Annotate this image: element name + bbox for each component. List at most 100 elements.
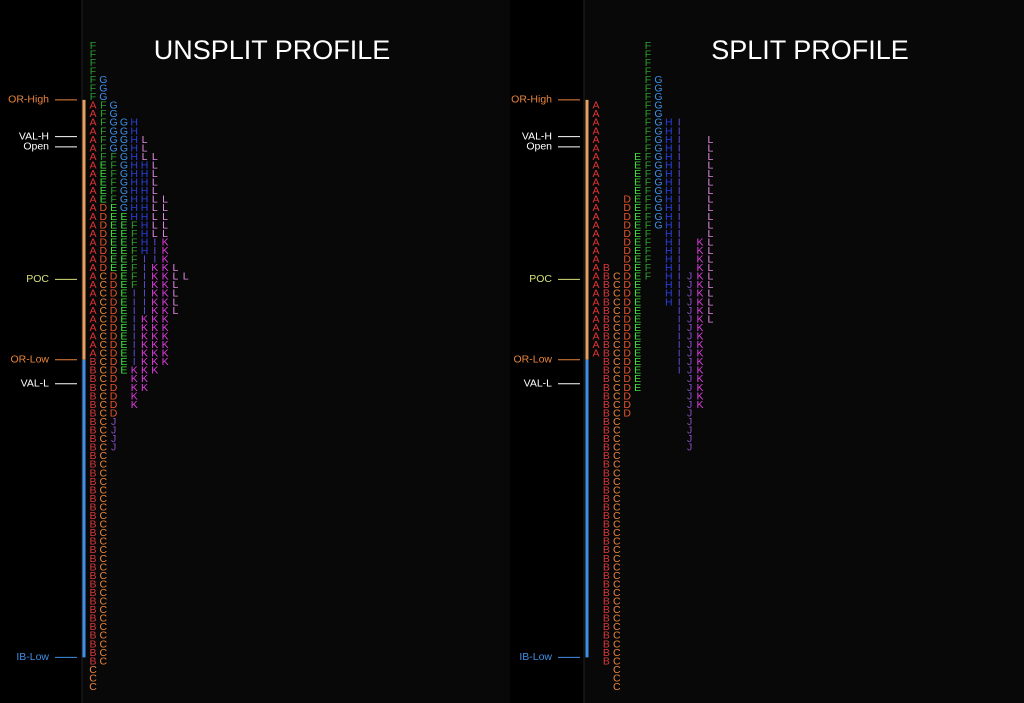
tpo-letter: F [645,117,651,129]
tpo-letter: I [143,279,146,291]
tpo-letter: I [678,245,681,257]
tpo-letter: I [678,185,681,197]
tpo-letter: A [89,177,96,189]
tpo-letter: A [592,151,599,163]
tpo-letter: E [120,219,127,231]
tpo-letter: C [100,655,108,667]
tpo-letter: B [603,476,610,488]
tpo-letter: J [111,425,116,437]
tpo-letter: K [131,399,138,411]
tpo-letter: H [665,245,673,257]
tpo-letter: E [634,322,641,334]
tpo-letter: L [183,271,189,283]
tpo-letter: B [89,519,96,531]
tpo-letter: A [592,313,599,325]
tpo-letter: D [623,330,631,342]
tpo-letter: K [151,322,158,334]
tpo-letter: E [634,245,641,257]
tpo-letter: C [613,672,621,684]
tpo-letter: D [623,194,631,206]
tpo-letter: C [89,664,97,676]
tpo-letter: I [143,296,146,308]
tpo-letter: H [141,219,149,231]
tpo-letter: A [89,211,96,223]
tpo-letter: A [592,185,599,197]
tpo-letter: K [131,382,138,394]
tpo-letter: D [110,407,118,419]
tpo-letter: C [613,621,621,633]
tpo-letter: I [133,288,136,300]
tpo-letter: I [678,348,681,360]
tpo-letter: L [162,228,168,240]
tpo-letter: B [89,373,96,385]
tpo-letter: K [141,348,148,360]
tpo-letter: H [130,117,138,129]
tpo-letter: F [645,194,651,206]
tpo-letter: C [613,681,621,693]
tpo-letter: D [623,279,631,291]
tpo-letter: F [131,254,137,266]
tpo-letter: I [678,219,681,231]
tpo-letter: C [613,382,621,394]
tpo-letter: A [592,245,599,257]
tpo-letter: F [645,48,651,60]
tpo-letter: C [100,330,108,342]
tpo-letter: H [665,117,673,129]
tpo-letter: K [141,365,148,377]
tpo-letter: C [613,288,621,300]
tpo-letter: K [141,313,148,325]
tpo-letter: H [130,194,138,206]
tpo-letter: I [678,228,681,240]
tpo-letter: B [603,288,610,300]
tpo-letter: H [665,228,673,240]
tpo-letter: A [592,142,599,154]
tpo-letter: K [151,271,158,283]
tpo-letter: L [707,142,713,154]
tpo-letter: L [142,151,148,163]
tpo-letter: B [603,296,610,308]
tpo-letter: D [623,271,631,283]
tpo-letter: E [110,236,117,248]
tpo-letter: K [151,356,158,368]
tpo-letter: F [100,125,106,137]
tpo-letter: F [100,108,106,120]
tpo-letter: B [603,527,610,539]
tpo-letter: C [100,450,108,462]
tpo-letter: F [645,40,651,52]
tpo-letter: C [100,442,108,454]
tpo-letter: L [172,288,178,300]
tpo-letter: F [645,100,651,112]
tpo-letter: B [89,390,96,402]
tpo-letter: D [623,288,631,300]
tpo-letter: I [153,254,156,266]
tpo-letter: B [603,305,610,317]
tpo-letter: B [603,425,610,437]
tpo-letter: G [654,91,662,103]
tpo-letter: H [141,236,149,248]
tpo-letter: A [592,339,599,351]
tpo-letter: B [89,647,96,659]
tpo-letter: B [89,450,96,462]
tpo-letter: C [613,433,621,445]
tpo-letter: F [645,91,651,103]
tpo-letter: B [89,493,96,505]
tpo-letter: C [100,587,108,599]
tpo-letter: C [613,596,621,608]
tpo-letter: G [110,100,118,112]
tpo-letter: J [687,348,692,360]
tpo-letter: C [100,570,108,582]
tpo-letter: G [654,125,662,137]
tpo-letter: A [592,305,599,317]
tpo-letter: H [130,177,138,189]
tpo-letter: H [665,134,673,146]
tpo-letter: B [603,271,610,283]
tpo-letter: L [172,305,178,317]
tpo-letter: C [100,288,108,300]
tpo-letter: B [603,519,610,531]
tpo-letter: B [603,501,610,513]
tpo-letter: C [613,279,621,291]
tpo-letter: C [613,330,621,342]
tpo-letter: J [687,407,692,419]
tpo-letter: K [696,236,703,248]
tpo-letter: D [110,296,118,308]
